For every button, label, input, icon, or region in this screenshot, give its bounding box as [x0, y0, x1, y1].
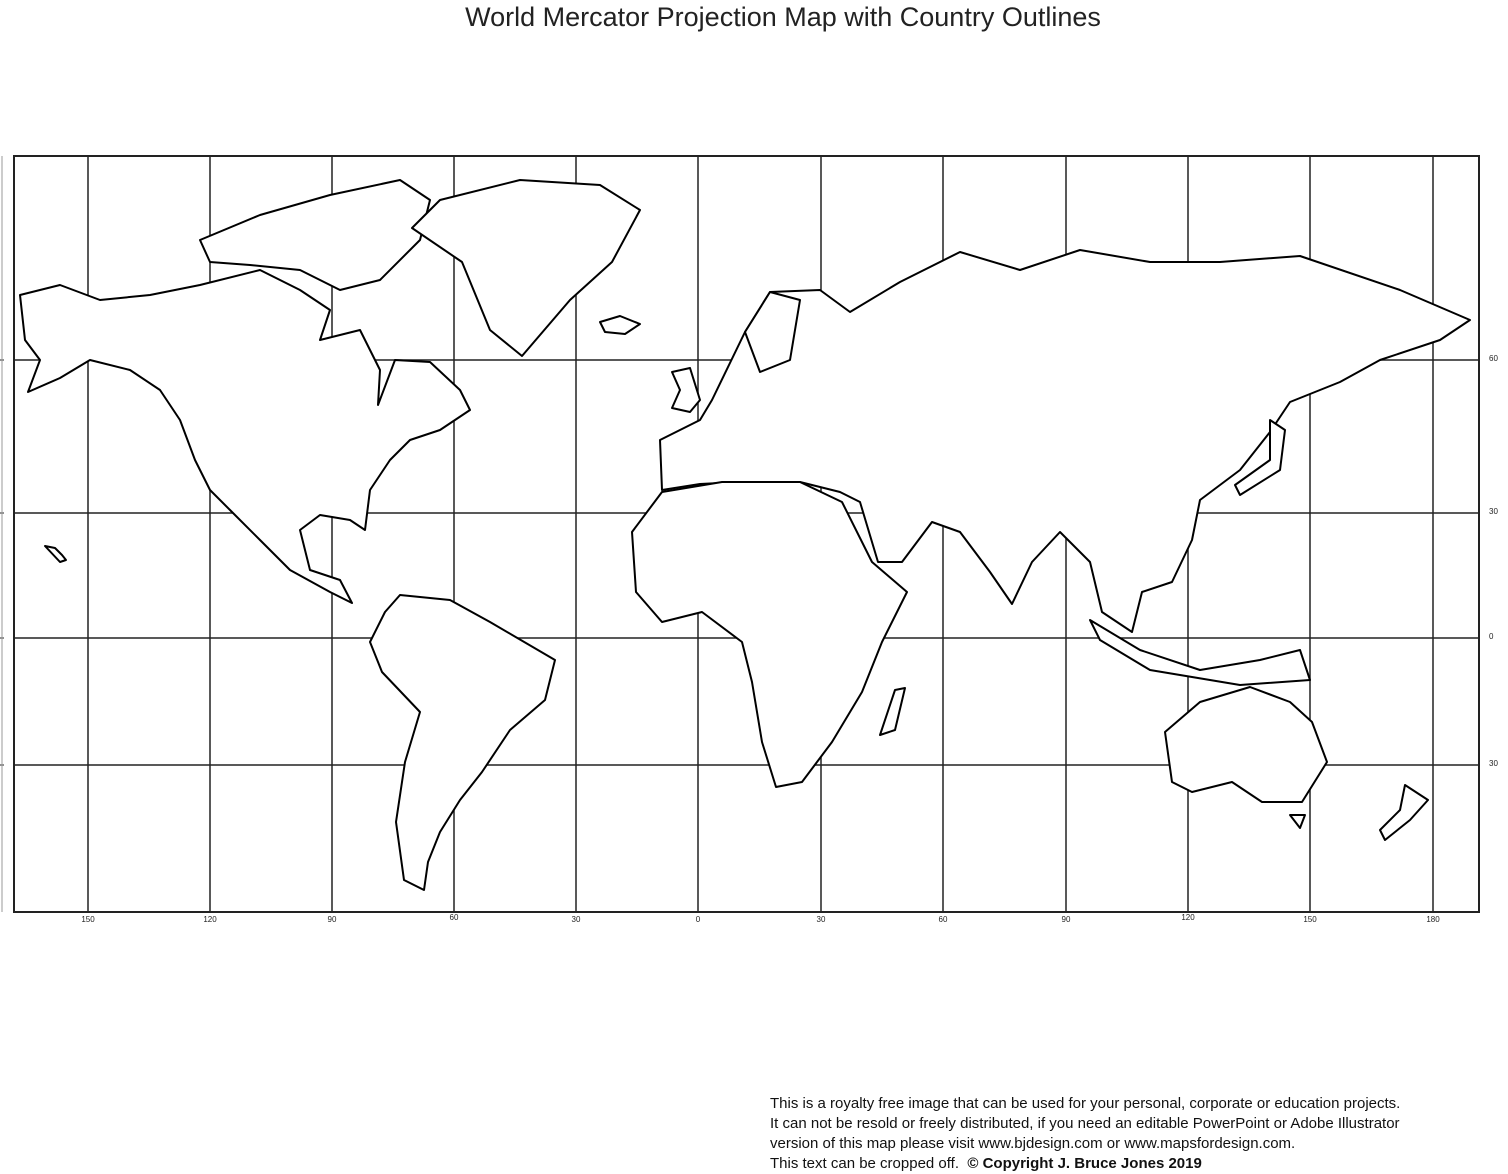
landmasses	[19, 179, 1471, 891]
latitude-label: 30	[1489, 507, 1498, 516]
landmass-greenland	[411, 179, 641, 357]
longitude-label: 90	[1061, 915, 1071, 924]
landmass-britain	[671, 367, 701, 413]
landmass-south-america	[369, 594, 556, 891]
latitude-label: 30	[1489, 759, 1498, 768]
longitude-label: 60	[938, 915, 948, 924]
landmass-australia	[1164, 686, 1328, 803]
longitude-label: 120	[1181, 913, 1195, 922]
landmass-new-zealand	[1379, 784, 1429, 841]
longitude-label: 90	[327, 915, 337, 924]
landmass-africa	[631, 481, 908, 788]
longitude-label: 150	[1303, 915, 1317, 924]
footer-line-4: This text can be cropped off.	[770, 1155, 960, 1172]
map-frame	[13, 155, 1480, 913]
footer-line-1: This is a royalty free image that can be…	[770, 1095, 1401, 1112]
longitude-label: 30	[816, 915, 826, 924]
longitude-label: 180	[1426, 915, 1440, 924]
map-title: World Mercator Projection Map with Count…	[465, 2, 1101, 32]
landmass-north-america	[19, 269, 471, 604]
longitude-label: 0	[695, 915, 701, 924]
footer-line-3: version of this map please visit www.bjd…	[770, 1135, 1296, 1152]
longitude-label: 60	[449, 913, 459, 922]
landmass-iceland	[599, 315, 641, 335]
landmass-japan	[1234, 419, 1286, 496]
landmass-arctic-islands	[199, 179, 431, 291]
landmass-scandinavia-detail	[744, 291, 801, 373]
landmass-tasmania	[1289, 814, 1306, 829]
latitude-label: 60	[1489, 354, 1498, 363]
longitude-label: 30	[571, 915, 581, 924]
copyright: © Copyright J. Bruce Jones 2019	[967, 1155, 1202, 1172]
longitude-label: 120	[203, 915, 217, 924]
copyright-notice: This is a royalty free image that can be…	[770, 1094, 1400, 1174]
landmass-eurasia	[659, 249, 1471, 633]
longitude-label: 150	[81, 915, 95, 924]
landmass-indonesia	[1089, 619, 1311, 686]
latitude-label: 0	[1489, 632, 1494, 641]
footer-line-2: It can not be resold or freely distribut…	[770, 1115, 1400, 1132]
landmass-hawaii	[44, 545, 67, 563]
landmass-madagascar	[879, 687, 906, 736]
